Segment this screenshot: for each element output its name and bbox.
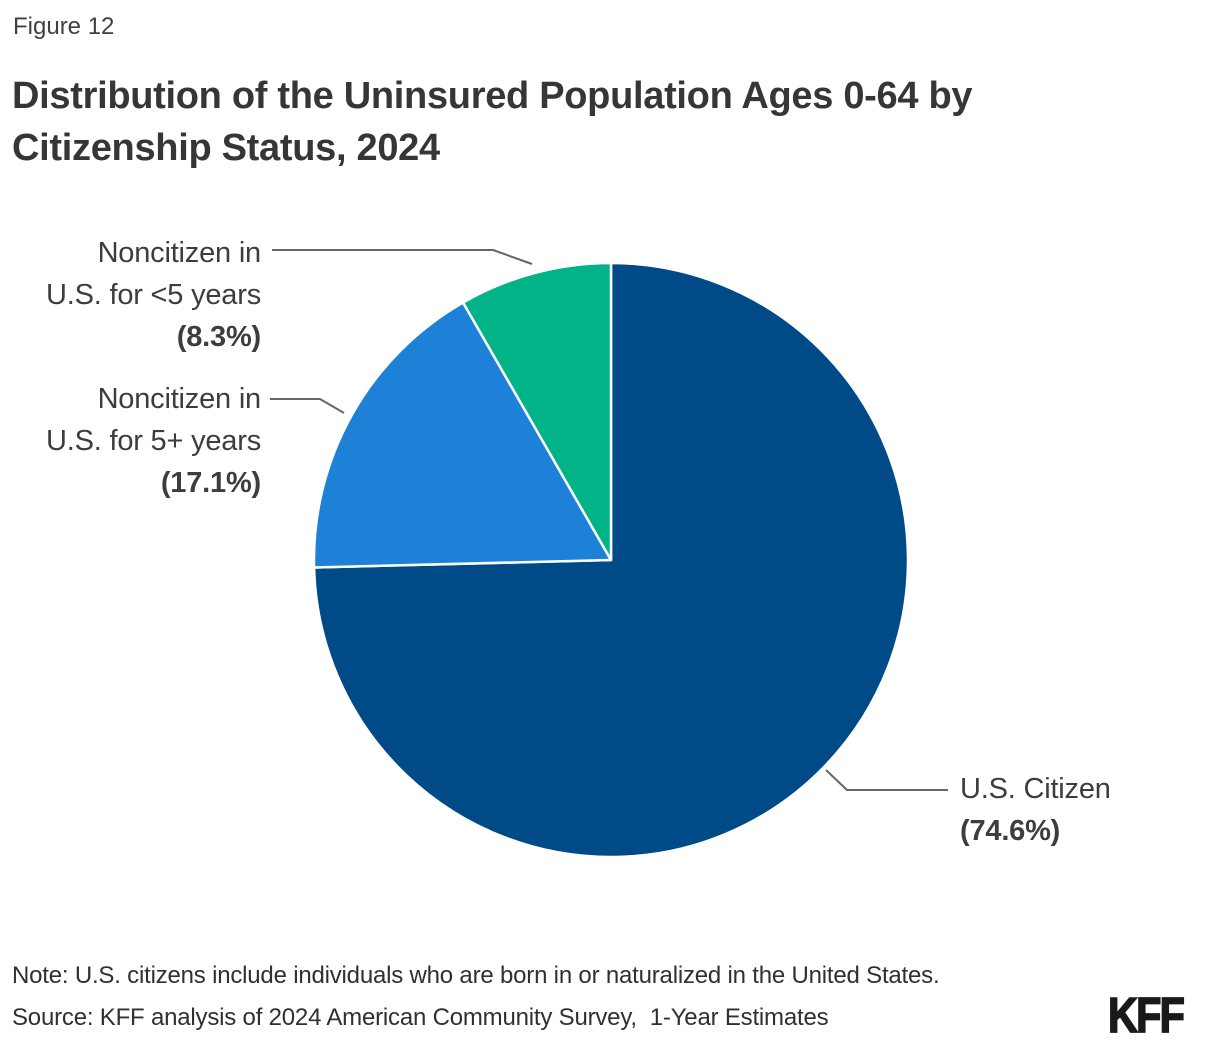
pie-slice-noncitizen-in-u-s-for-5-years (461, 261, 613, 562)
slice-label-percent: (8.3%) (176, 321, 261, 353)
slice-label-percent: (17.1%) (160, 467, 261, 499)
pie-slice-noncitizen-in-u-s-for-5-years (312, 301, 613, 569)
slice-label-text: Noncitizen in (97, 237, 262, 269)
slice-label-text: U.S. for <5 years (46, 279, 261, 311)
chart-title: Distribution of the Uninsured Population… (12, 75, 973, 169)
source-text: Source: KFF analysis of 2024 American Co… (12, 1004, 829, 1031)
leader-line-noncitizen-less5 (272, 249, 533, 265)
leader-line-us-citizen (825, 769, 948, 791)
note-text: Note: U.S. citizens include individuals … (12, 962, 940, 989)
slice-label-text: U.S. for 5+ years (46, 425, 261, 457)
slice-label-percent: (74.6%) (960, 815, 1061, 847)
slice-label-text: Noncitizen in (97, 383, 262, 415)
slice-label-noncitizen-less5: Noncitizen in U.S. for <5 years (8.3%) (46, 232, 261, 358)
slice-label-noncitizen-5plus: Noncitizen in U.S. for 5+ years (17.1%) (46, 378, 261, 504)
slice-label-us-citizen: U.S. Citizen (74.6%) (960, 768, 1111, 852)
slice-label-text: U.S. Citizen (960, 773, 1111, 805)
figure-number: Figure 12 (13, 13, 115, 40)
leader-line-noncitizen-5plus (270, 398, 345, 414)
kff-logo: KFF (1107, 986, 1185, 1043)
